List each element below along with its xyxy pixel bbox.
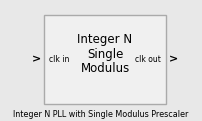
Text: Integer N PLL with Single Modulus Prescaler: Integer N PLL with Single Modulus Presca… (13, 110, 189, 119)
Text: Single: Single (87, 48, 123, 61)
Text: >: > (32, 54, 41, 64)
Text: clk out: clk out (135, 55, 161, 64)
Text: >: > (169, 54, 178, 64)
Text: Modulus: Modulus (80, 62, 130, 76)
Text: Integer N: Integer N (78, 33, 133, 46)
Bar (44, 15, 166, 104)
Text: clk in: clk in (49, 55, 70, 64)
